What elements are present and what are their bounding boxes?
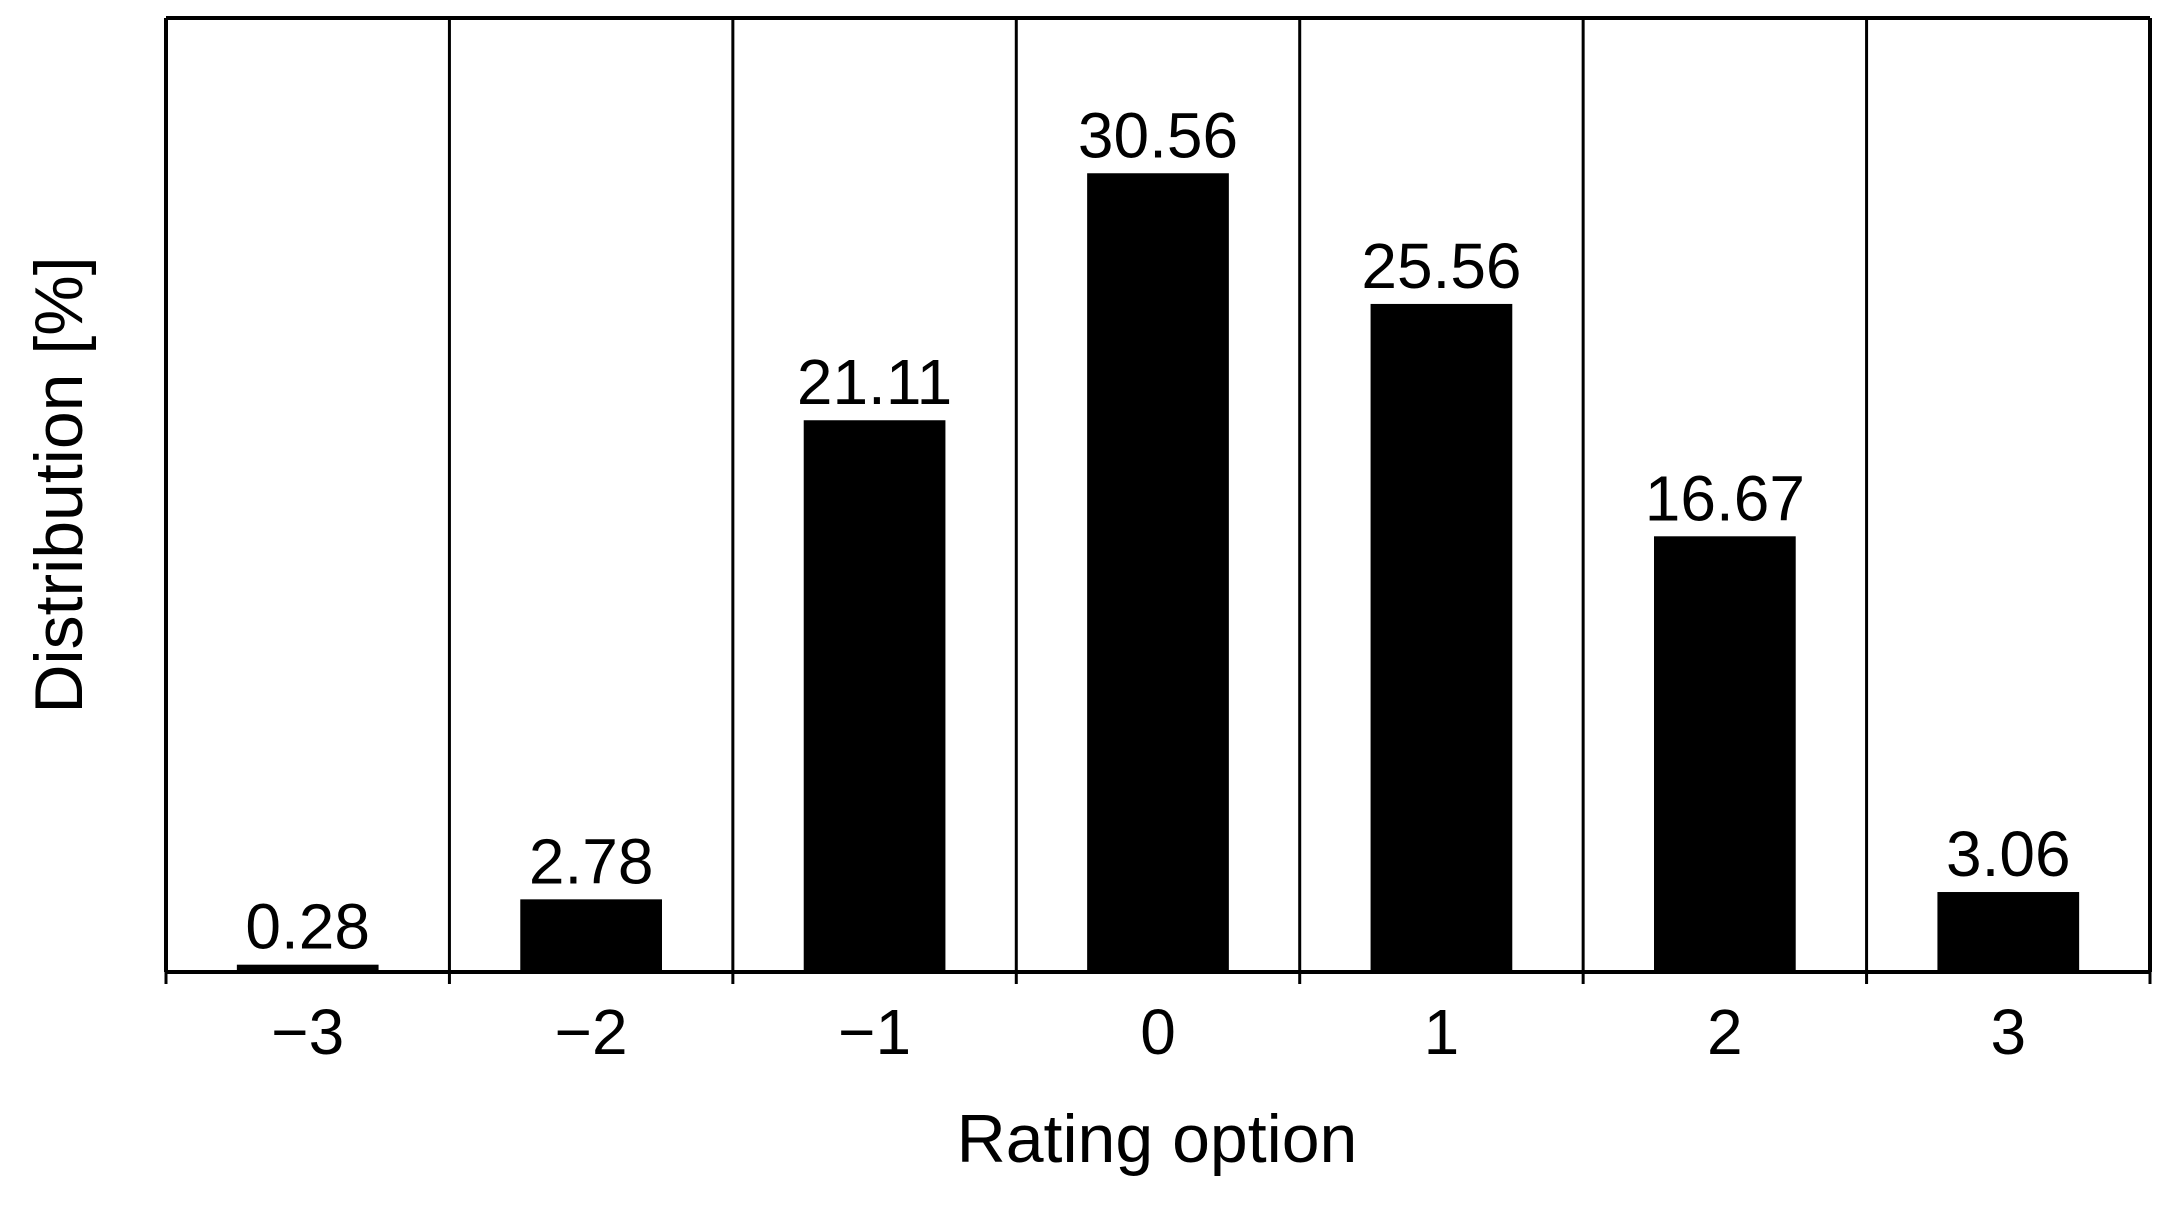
bars <box>236 173 2080 973</box>
bar <box>1937 892 2080 972</box>
x-tick-label: −2 <box>555 996 628 1068</box>
bar <box>803 420 946 972</box>
y-axis-label: Distribution [%] <box>21 256 97 713</box>
x-axis-label: Rating option <box>957 1101 1358 1177</box>
bar <box>236 964 379 972</box>
bar-value-label: 3.06 <box>1946 818 2071 890</box>
x-tick-label: 2 <box>1707 996 1743 1068</box>
bar-value-label: 2.78 <box>529 825 654 897</box>
x-tick-label: 1 <box>1424 996 1460 1068</box>
bar <box>1654 536 1796 972</box>
bar-value-label: 25.56 <box>1361 230 1521 302</box>
x-tick-label: 0 <box>1140 996 1176 1068</box>
bar-value-label: 16.67 <box>1645 462 1805 534</box>
x-tick-label: −1 <box>838 996 911 1068</box>
value-labels: 0.28 2.78 21.11 30.56 25.56 16.67 3.06 <box>245 99 2070 962</box>
bar <box>520 899 662 972</box>
bar-value-label: 0.28 <box>245 891 370 963</box>
x-tick-labels: −3 −2 −1 0 1 2 3 <box>271 996 2026 1068</box>
x-tick-label: 3 <box>1990 996 2026 1068</box>
bar-value-label: 30.56 <box>1078 99 1238 171</box>
x-tick-label: −3 <box>271 996 344 1068</box>
x-axis-ticks <box>164 972 2152 984</box>
bar <box>1370 303 1513 973</box>
bar-value-label: 21.11 <box>797 346 952 418</box>
bar <box>1087 173 1229 973</box>
category-separators <box>447 18 1869 972</box>
